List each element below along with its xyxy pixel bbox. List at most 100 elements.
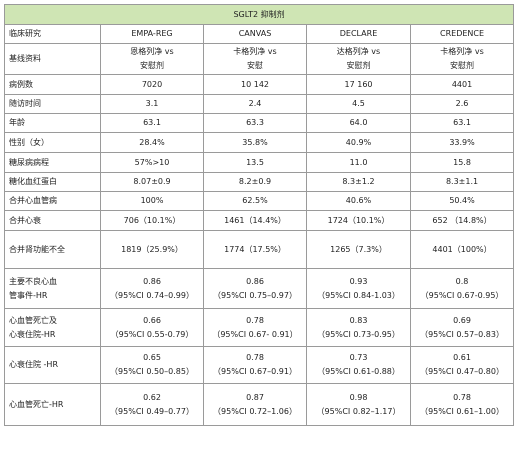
table-row: 年龄 63.1 63.3 64.0 63.1 xyxy=(4,113,515,133)
cell-line: 8.2±0.9 xyxy=(238,177,272,186)
table-cell: 恩格列净 vs 安慰剂 xyxy=(100,43,204,75)
table-row: 主要不良心血 管事件-HR 0.86 （95%CI 0.74–0.99） 0.86 （95… xyxy=(4,268,515,309)
row-label: 心衰住院 -HR xyxy=(4,346,101,384)
cell-line: 0.78 xyxy=(246,353,264,362)
cell-line: （95%CI 0.49–0.77） xyxy=(110,406,194,416)
table-cell: 50.4% xyxy=(409,191,515,211)
sglt2-comparison-table: SGLT2 抑制剂 临床研究 EMPA-REG CANVAS DECLARE CREDE… xyxy=(3,4,515,426)
cell-line: （95%CI 0.67- 0.91） xyxy=(212,329,298,339)
table-row: 心血管死亡及 心衰住院-HR 0.66 （95%CI 0.55-0.79） 0.78 （9… xyxy=(4,308,515,347)
row-label: 病例数 xyxy=(4,74,101,95)
declare-header: DECLARE xyxy=(306,24,411,44)
table-row: 性别（女） 28.4% 35.8% 40.9% 33.9% xyxy=(4,132,515,153)
row-label-line: 随访时间 xyxy=(9,99,41,108)
row-label: 年龄 xyxy=(4,113,101,133)
table-cell: 1265（7.3%） xyxy=(306,230,411,269)
cell-line: 11.0 xyxy=(349,157,368,167)
table-cell: 8.3±1.2 xyxy=(306,172,411,192)
cell-line: 50.4% xyxy=(449,196,475,205)
table-cell: 33.9% xyxy=(409,132,515,153)
cell-line: （95%CI 0.84-1.03） xyxy=(317,290,400,300)
table-cell: 100% xyxy=(100,191,204,211)
cell-line: 64.0 xyxy=(349,118,368,127)
empa-reg-header: EMPA-REG xyxy=(100,24,204,44)
cell-line: 0.66 xyxy=(143,315,161,325)
cell-line: 安慰剂 xyxy=(140,61,164,70)
cell-line: 63.1 xyxy=(143,118,161,127)
table-cell: 706（10.1%） xyxy=(100,210,204,231)
table-cell: 62.5% xyxy=(203,191,307,211)
column-header-row: 临床研究 EMPA-REG CANVAS DECLARE CREDENCE xyxy=(4,24,515,44)
cell-line: 安慰剂 xyxy=(346,61,371,70)
table-cell: 63.3 xyxy=(203,113,307,133)
cell-line: 0.78 xyxy=(453,392,471,402)
cell-line: 1265（7.3%） xyxy=(330,244,387,254)
row-label: 合并心衰 xyxy=(4,210,101,231)
table-cell: 8.07±0.9 xyxy=(100,172,204,192)
cell-line: 1819（25.9%） xyxy=(121,244,183,254)
cell-line: 33.9% xyxy=(449,137,475,147)
cell-line: 8.3±1.1 xyxy=(445,177,479,186)
cell-line: （95%CI 0.61-0.88） xyxy=(317,367,400,376)
row-label: 随访时间 xyxy=(4,94,101,114)
cell-line: 0.69 xyxy=(453,315,471,325)
cell-line: 0.78 xyxy=(246,315,264,325)
row-label-line: 性别（女） xyxy=(9,137,49,147)
cell-line: 0.8 xyxy=(455,276,469,286)
table-cell: 1724（10.1%） xyxy=(306,210,411,231)
row-label-line: 合并心衰 xyxy=(9,215,41,225)
row-label-line: 基线资料 xyxy=(9,54,41,63)
row-label: 性别（女） xyxy=(4,132,101,153)
table-cell: 0.8 （95%CI 0.67-0.95） xyxy=(409,268,515,309)
cell-line: 63.1 xyxy=(453,118,471,127)
table-row: 基线资料 恩格列净 vs 安慰剂 卡格列净 vs 安慰 达格列净 vs 安慰剂 卡格列净 vs… xyxy=(4,43,515,75)
table-cell: 7020 xyxy=(100,74,204,95)
row-label-line: 心血管死亡-HR xyxy=(9,399,64,409)
table-cell: 1819（25.9%） xyxy=(100,230,204,269)
table-cell: 卡格列净 vs 安慰 xyxy=(203,43,307,75)
cell-line: 7020 xyxy=(141,79,163,89)
table-cell: 0.62 （95%CI 0.49–0.77） xyxy=(100,383,204,426)
table-row: 病例数 7020 10 142 17 160 4401 xyxy=(4,74,515,95)
cell-line: 706（10.1%） xyxy=(123,215,181,225)
cell-line: 0.65 xyxy=(143,353,161,362)
cell-line: 0.73 xyxy=(349,353,368,362)
row-label-line: 心血管死亡及 xyxy=(9,315,57,325)
cell-line: 40.9% xyxy=(345,137,372,147)
table-cell: 4.5 xyxy=(306,94,411,114)
table-row: 合并肾功能不全 1819（25.9%） 1774（17.5%） 1265（7.3%） 4… xyxy=(4,230,515,269)
table-row: 糖尿病病程 57%>10 13.5 11.0 15.8 xyxy=(4,152,515,173)
cell-line: 0.83 xyxy=(349,315,368,325)
cell-line: 652 （14.8%） xyxy=(432,215,492,225)
cell-line: （95%CI 0.67–0.91） xyxy=(213,367,297,376)
table-row: 心衰住院 -HR 0.65 （95%CI 0.50–0.85） 0.78 （95%CI … xyxy=(4,346,515,384)
cell-line: 0.93 xyxy=(349,276,368,286)
row-label: 合并肾功能不全 xyxy=(4,230,101,269)
table-cell: 3.1 xyxy=(100,94,204,114)
table-cell: 1461（14.4%） xyxy=(203,210,307,231)
row-label: 主要不良心血 管事件-HR xyxy=(4,268,101,309)
credence-header: CREDENCE xyxy=(409,24,515,44)
cell-line: 0.87 xyxy=(246,392,264,402)
row-label: 基线资料 xyxy=(4,43,101,75)
row-label-line: 年龄 xyxy=(9,118,25,127)
row-label-line: 糖化血红蛋白 xyxy=(9,177,57,186)
table-cell: 40.6% xyxy=(306,191,411,211)
cell-line: 4401 xyxy=(451,79,473,89)
cell-line: 28.4% xyxy=(139,137,165,147)
table-cell: 达格列净 vs 安慰剂 xyxy=(306,43,411,75)
table-row: 心血管死亡-HR 0.62 （95%CI 0.49–0.77） 0.87 （95%CI … xyxy=(4,383,515,426)
cell-line: 62.5% xyxy=(242,196,268,205)
cell-line: 达格列净 vs xyxy=(336,47,381,56)
cell-line: 8.3±1.2 xyxy=(342,177,375,186)
row-label-line: 合并肾功能不全 xyxy=(9,244,65,254)
cell-line: 0.98 xyxy=(349,392,368,402)
table-cell: 8.2±0.9 xyxy=(203,172,307,192)
table-cell: 63.1 xyxy=(100,113,204,133)
table-title-row: SGLT2 抑制剂 xyxy=(3,4,515,25)
cell-line: （95%CI 0.47–0.80） xyxy=(420,367,504,376)
row-label-line: 管事件-HR xyxy=(9,290,48,300)
cell-line: （95%CI 0.72–1.06） xyxy=(213,406,297,416)
table-cell: 15.8 xyxy=(409,152,515,173)
table-cell: 17 160 xyxy=(306,74,411,95)
